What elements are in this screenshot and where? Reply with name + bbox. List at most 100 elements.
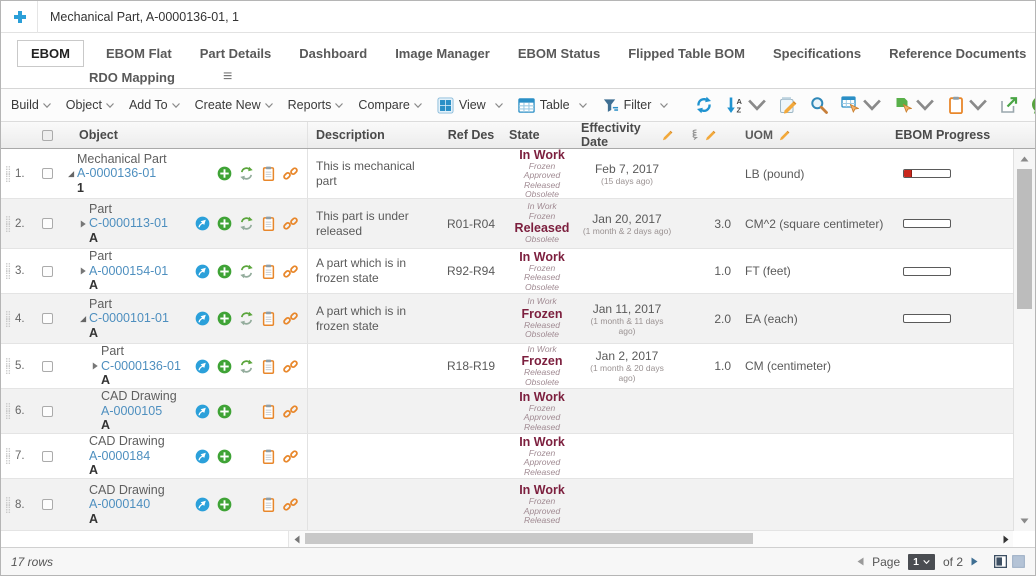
help-icon[interactable]: ?	[1031, 96, 1035, 114]
vertical-scroll-thumb[interactable]	[1017, 169, 1032, 309]
edit-quantity-icon[interactable]	[705, 130, 716, 141]
object-link[interactable]: C-0000136-01	[101, 358, 181, 373]
replace-icon[interactable]	[239, 311, 254, 326]
select-all-checkbox[interactable]	[41, 129, 53, 141]
tree-collapsed-icon[interactable]	[79, 219, 89, 228]
clipboard-icon[interactable]	[261, 449, 276, 464]
navigate-icon[interactable]	[195, 216, 210, 231]
mass-edit-icon[interactable]	[779, 96, 797, 114]
clipboard-icon[interactable]	[261, 497, 276, 512]
add-icon[interactable]	[217, 264, 232, 279]
add-icon[interactable]	[217, 404, 232, 419]
link-icon[interactable]	[282, 264, 298, 279]
add-icon[interactable]	[217, 449, 232, 464]
replace-icon[interactable]	[239, 216, 254, 231]
tab-dashboard[interactable]: Dashboard	[299, 45, 368, 61]
navigate-icon[interactable]	[195, 264, 210, 279]
link-icon[interactable]	[282, 359, 298, 374]
add-icon[interactable]	[217, 166, 232, 181]
tab-ebom[interactable]: EBOM	[17, 39, 84, 67]
all-pages-view-icon[interactable]	[1012, 555, 1025, 568]
drag-handle-icon[interactable]: ⣿ ⣿	[4, 357, 12, 374]
export-icon[interactable]	[1000, 96, 1018, 114]
clipboard-icon[interactable]	[261, 216, 276, 231]
app-plus-icon[interactable]	[13, 10, 27, 24]
scroll-down-icon[interactable]	[1014, 513, 1035, 529]
clipboard-icon[interactable]	[261, 359, 276, 374]
menu-view[interactable]: View	[437, 96, 503, 114]
object-link[interactable]: A-0000136-01	[77, 166, 157, 181]
object-link[interactable]: A-0000140	[89, 497, 151, 512]
drag-handle-icon[interactable]: ⣿ ⣿	[4, 262, 12, 279]
drag-handle-icon[interactable]: ⣿ ⣿	[4, 495, 12, 513]
tab-rdo-mapping[interactable]: RDO Mapping	[89, 69, 175, 85]
object-link[interactable]: A-0000154-01	[89, 263, 169, 278]
navigate-icon[interactable]	[195, 449, 210, 464]
tab-ebom-status[interactable]: EBOM Status	[517, 45, 601, 61]
link-icon[interactable]	[282, 449, 298, 464]
add-icon[interactable]	[217, 311, 232, 326]
object-link[interactable]: A-0000105	[101, 403, 163, 418]
menu-create-new[interactable]: Create New	[195, 98, 273, 112]
navigate-icon[interactable]	[195, 359, 210, 374]
row-checkbox[interactable]	[41, 360, 53, 372]
clipboard-icon[interactable]	[261, 311, 276, 326]
drag-handle-icon[interactable]: ⣿ ⣿	[4, 447, 12, 464]
navigate-icon[interactable]	[195, 404, 210, 419]
link-icon[interactable]	[282, 216, 298, 231]
row-checkbox[interactable]	[41, 265, 53, 277]
tab-reference-documents[interactable]: Reference Documents	[889, 45, 1027, 61]
add-icon[interactable]	[217, 216, 232, 231]
replace-icon[interactable]	[239, 264, 254, 279]
scroll-right-icon[interactable]	[998, 531, 1013, 547]
drag-handle-icon[interactable]: ⣿ ⣿	[4, 309, 12, 327]
object-link[interactable]: C-0000113-01	[89, 216, 168, 231]
navigate-icon[interactable]	[195, 497, 210, 512]
scroll-left-icon[interactable]	[289, 531, 304, 547]
search-icon[interactable]	[810, 96, 829, 114]
paged-view-icon[interactable]	[994, 555, 1007, 568]
link-icon[interactable]	[282, 497, 298, 512]
tree-expanded-icon[interactable]	[79, 315, 89, 323]
tab-image-manager[interactable]: Image Manager	[395, 45, 490, 61]
link-icon[interactable]	[282, 311, 298, 326]
horizontal-scroll-thumb[interactable]	[305, 533, 753, 544]
row-checkbox[interactable]	[41, 218, 53, 229]
menu-add-to[interactable]: Add To	[129, 98, 180, 112]
row-checkbox[interactable]	[41, 405, 53, 417]
menu-reports[interactable]: Reports	[288, 98, 344, 112]
menu-object[interactable]: Object	[66, 98, 114, 112]
row-checkbox[interactable]	[41, 499, 53, 510]
tab-part-details[interactable]: Part Details	[199, 45, 272, 61]
clipboard-icon[interactable]	[261, 264, 276, 279]
drag-handle-icon[interactable]: ⣿ ⣿	[4, 402, 12, 419]
vertical-scrollbar[interactable]	[1013, 149, 1035, 531]
drag-handle-icon[interactable]: ⣿ ⣿	[4, 214, 12, 232]
row-checkbox[interactable]	[41, 450, 53, 462]
row-checkbox[interactable]	[41, 168, 53, 179]
drag-handle-icon[interactable]: ⣿ ⣿	[4, 164, 12, 182]
scroll-up-icon[interactable]	[1014, 151, 1035, 167]
lifecycle-action-icon[interactable]	[894, 96, 935, 114]
previous-page-icon[interactable]	[857, 557, 864, 566]
next-page-icon[interactable]	[971, 557, 978, 566]
add-icon[interactable]	[217, 497, 232, 512]
tab-ebom-flat[interactable]: EBOM Flat	[106, 45, 172, 61]
clipboard-tool-icon[interactable]	[947, 96, 988, 114]
tree-collapsed-icon[interactable]	[91, 362, 101, 370]
replace-icon[interactable]	[239, 166, 254, 181]
refresh-icon[interactable]	[695, 96, 713, 114]
tree-collapsed-icon[interactable]	[79, 267, 89, 275]
menu-filter[interactable]: Filter	[602, 97, 669, 114]
tab-specifications[interactable]: Specifications	[772, 45, 862, 61]
object-link[interactable]: C-0000101-01	[89, 311, 169, 326]
horizontal-scrollbar[interactable]	[289, 531, 1013, 547]
add-icon[interactable]	[217, 359, 232, 374]
object-link[interactable]: A-0000184	[89, 448, 151, 463]
row-checkbox[interactable]	[41, 313, 53, 324]
link-icon[interactable]	[282, 404, 298, 419]
tree-expanded-icon[interactable]	[67, 170, 77, 178]
clipboard-icon[interactable]	[261, 166, 276, 181]
menu-table[interactable]: Table	[518, 97, 587, 114]
